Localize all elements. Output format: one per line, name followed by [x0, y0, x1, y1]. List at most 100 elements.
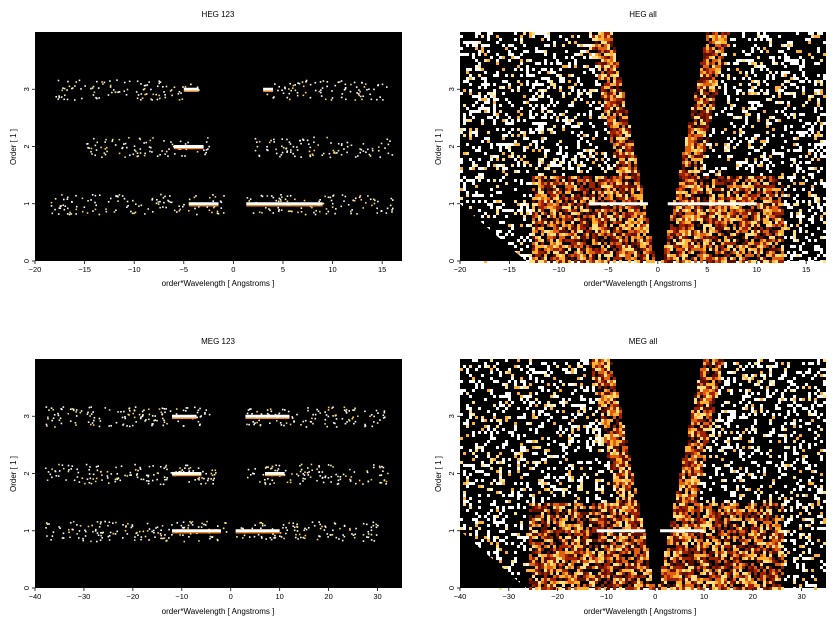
heat-cell — [613, 233, 616, 236]
heat-cell — [751, 239, 754, 242]
heat-cell — [682, 167, 685, 170]
heat-cell — [598, 185, 601, 188]
heat-cell — [535, 140, 538, 143]
heat-cell — [616, 167, 619, 170]
heat-cell — [505, 167, 508, 170]
heat-cell — [460, 170, 463, 173]
heat-cell — [751, 209, 754, 212]
heat-cell — [487, 50, 490, 53]
heat-cell — [634, 179, 637, 182]
data-point — [282, 92, 285, 95]
heat-cell — [793, 92, 796, 95]
heat-cell — [757, 35, 760, 38]
heat-cell — [616, 134, 619, 137]
data-point — [181, 205, 184, 208]
heat-cell — [505, 98, 508, 101]
heat-cell — [799, 155, 802, 158]
heat-cell — [760, 50, 763, 53]
data-point — [147, 482, 150, 485]
heat-cell — [679, 215, 682, 218]
data-point — [225, 522, 227, 524]
heat-cell — [562, 218, 565, 221]
heat-cell — [676, 236, 679, 239]
heat-cell — [595, 44, 598, 47]
heat-cell — [760, 38, 763, 41]
heat-cell — [784, 92, 787, 95]
heat-cell — [640, 212, 643, 215]
data-point — [339, 527, 341, 530]
heat-cell — [793, 230, 796, 233]
panel-title: MEG all — [629, 337, 658, 346]
heat-cell — [820, 236, 823, 239]
data-point — [116, 530, 119, 533]
heat-cell — [625, 233, 628, 236]
heat-cell — [502, 170, 505, 173]
heat-cell — [736, 215, 739, 218]
data-point — [355, 86, 358, 88]
heat-cell — [490, 56, 493, 59]
data-point — [214, 469, 217, 472]
heat-cell — [733, 116, 736, 119]
heat-cell — [571, 242, 574, 245]
data-point — [162, 197, 165, 199]
heat-cell — [778, 230, 781, 233]
heat-cell — [763, 221, 766, 224]
heat-cell — [499, 230, 502, 233]
heat-cell — [706, 32, 709, 35]
heat-cell — [643, 239, 646, 242]
heat-cell — [772, 182, 775, 185]
heat-cell — [553, 131, 556, 134]
heat-cell — [562, 227, 565, 230]
heat-cell — [496, 164, 499, 167]
heat-cell — [757, 182, 760, 185]
heat-cell — [574, 254, 577, 257]
heat-cell — [628, 215, 631, 218]
heat-cell — [667, 242, 670, 245]
data-point — [91, 153, 93, 155]
heat-cell — [745, 116, 748, 119]
heat-cell — [679, 230, 682, 233]
heat-cell — [610, 38, 613, 41]
heat-cell — [625, 149, 628, 152]
heat-cell — [601, 248, 604, 251]
data-point — [277, 210, 280, 213]
data-point — [58, 470, 61, 472]
data-point — [362, 534, 365, 536]
heat-cell — [565, 260, 568, 263]
heat-cell — [481, 77, 484, 80]
heat-cell — [751, 230, 754, 233]
heat-cell — [772, 239, 775, 242]
heat-cell — [703, 119, 706, 122]
heat-cell — [676, 245, 679, 248]
heat-cell — [598, 212, 601, 215]
heat-cell — [592, 161, 595, 164]
heat-cell — [709, 116, 712, 119]
heat-cell — [559, 182, 562, 185]
data-point — [295, 473, 298, 475]
data-point — [258, 154, 260, 157]
heat-cell — [631, 245, 634, 248]
heat-cell — [697, 176, 700, 179]
heat-cell — [478, 110, 481, 113]
heat-cell — [553, 251, 556, 254]
heat-cell — [751, 185, 754, 188]
heat-cell — [631, 236, 634, 239]
heat-cell — [586, 233, 589, 236]
heat-cell — [577, 248, 580, 251]
heat-cell — [748, 191, 751, 194]
heat-cell — [520, 209, 523, 212]
x-axis-label: order*Wavelength [ Angstroms ] — [584, 607, 697, 616]
heat-cell — [532, 200, 535, 203]
data-point — [136, 155, 139, 158]
heat-cell — [802, 113, 805, 116]
heat-cell — [703, 218, 706, 221]
heat-cell — [778, 218, 781, 221]
heat-cell — [583, 236, 586, 239]
heat-cell — [808, 149, 811, 152]
heat-cell — [604, 260, 607, 263]
data-point — [69, 536, 71, 539]
heat-cell — [613, 122, 616, 125]
heat-cell — [664, 248, 667, 251]
heat-cell — [598, 251, 601, 254]
heat-cell — [610, 209, 613, 212]
